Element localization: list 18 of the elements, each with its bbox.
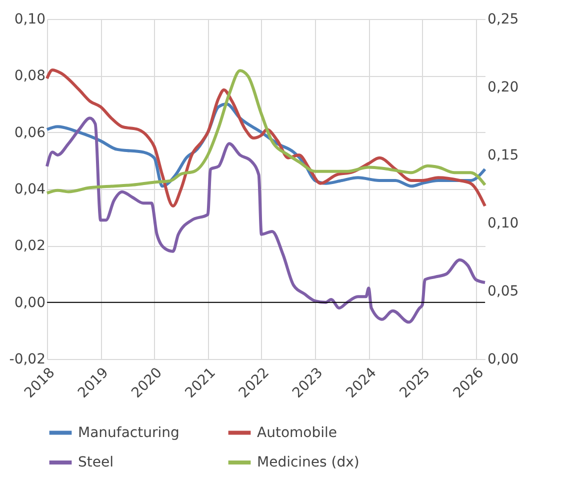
y2-tick-label: 0,05 <box>488 284 519 300</box>
y-tick-label: 0,02 <box>14 238 46 254</box>
y2-tick-label: 0,25 <box>488 12 519 28</box>
legend-label: Automobile <box>257 424 337 441</box>
line-series <box>46 116 486 324</box>
y2-tick-label: 0,15 <box>488 148 519 164</box>
y2-tick-label: 0,10 <box>488 216 519 232</box>
legend-label: Manufacturing <box>78 424 180 441</box>
y-tick-label: -0,02 <box>9 352 46 368</box>
legend-label: Steel <box>78 454 114 470</box>
y-tick-label: 0,00 <box>14 294 46 311</box>
y-tick-label: 0,10 <box>14 12 46 28</box>
y2-tick-label: 0,20 <box>488 80 519 96</box>
y-tick-label: 0,04 <box>14 182 46 198</box>
y2-tick-label: 0,00 <box>488 352 519 368</box>
legend-label: Medicines (dx) <box>257 454 360 470</box>
y-tick-label: 0,08 <box>14 68 46 84</box>
y-tick-label: 0,06 <box>14 124 46 141</box>
